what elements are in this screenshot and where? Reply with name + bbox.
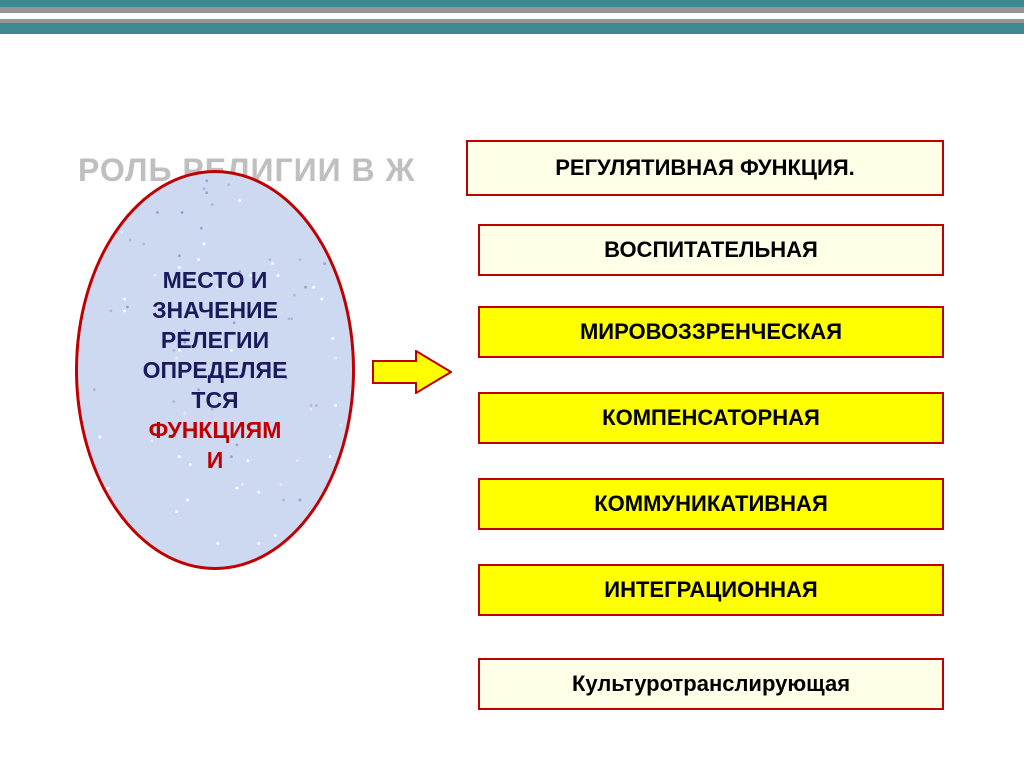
function-box-label: КОММУНИКАТИВНАЯ [594,491,828,517]
ellipse-line: МЕСТО И [143,265,288,295]
function-box-label: Культуротранслирующая [572,671,850,697]
arrow-right-icon [373,351,451,393]
ellipse-line-accent: ФУНКЦИЯМ [143,415,288,445]
ellipse-line: ТСЯ [143,385,288,415]
function-box: ВОСПИТАТЕЛЬНАЯ [478,224,944,276]
top-bar-band [0,0,1024,7]
function-box: Культуротранслирующая [478,658,944,710]
function-box-label: КОМПЕНСАТОРНАЯ [602,405,820,431]
function-box: КОММУНИКАТИВНАЯ [478,478,944,530]
function-box: РЕГУЛЯТИВНАЯ ФУНКЦИЯ. [466,140,944,196]
function-box: КОМПЕНСАТОРНАЯ [478,392,944,444]
top-bar-band [0,23,1024,34]
function-box-label: МИРОВОЗЗРЕНЧЕСКАЯ [580,319,842,345]
function-box-label: РЕГУЛЯТИВНАЯ ФУНКЦИЯ. [555,155,855,181]
ellipse-text: МЕСТО ИЗНАЧЕНИЕРЕЛЕГИИОПРЕДЕЛЯЕТСЯФУНКЦИ… [121,265,310,475]
concept-ellipse: МЕСТО ИЗНАЧЕНИЕРЕЛЕГИИОПРЕДЕЛЯЕТСЯФУНКЦИ… [75,170,355,570]
arrow-right [372,350,452,394]
function-box: ИНТЕГРАЦИОННАЯ [478,564,944,616]
ellipse-line: ЗНАЧЕНИЕ [143,295,288,325]
ellipse-line-accent: И [143,445,288,475]
ellipse-line: РЕЛЕГИИ [143,325,288,355]
function-box: МИРОВОЗЗРЕНЧЕСКАЯ [478,306,944,358]
ellipse-line: ОПРЕДЕЛЯЕ [143,355,288,385]
top-bar [0,0,1024,34]
function-box-label: ВОСПИТАТЕЛЬНАЯ [604,237,818,263]
function-box-label: ИНТЕГРАЦИОННАЯ [604,577,817,603]
